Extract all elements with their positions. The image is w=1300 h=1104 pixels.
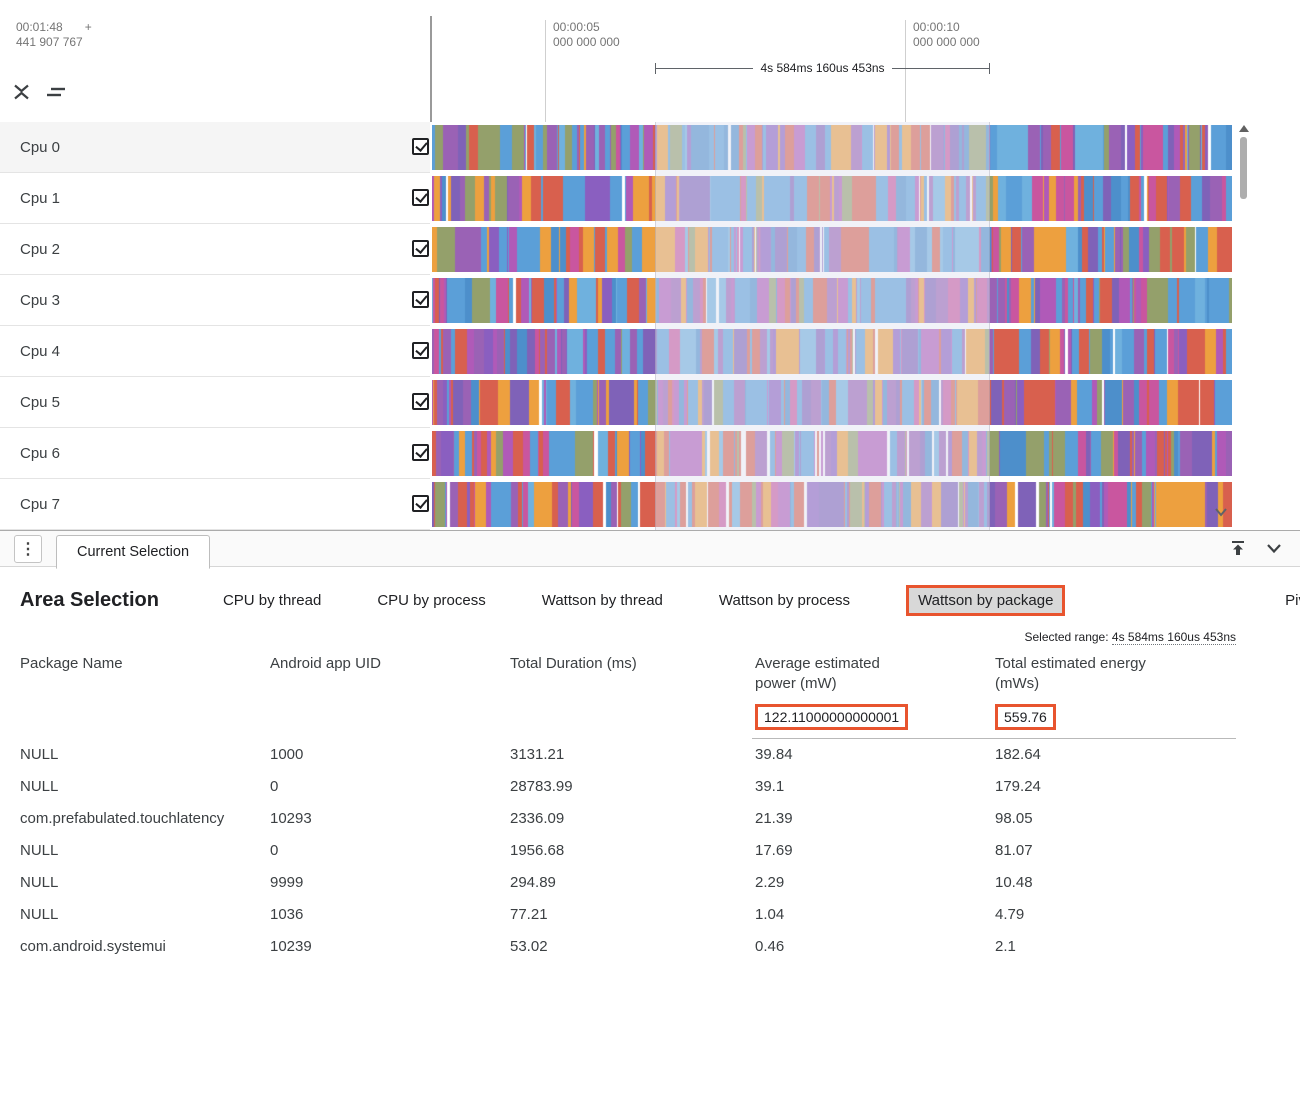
track-label: Cpu 0 [20,138,61,156]
cursor-nanos: 441 907 767 [16,35,83,49]
timeline-tick-line [545,20,546,122]
collapse-panel-icon[interactable] [1264,538,1284,563]
area-selection-tabbar: Area Selection CPU by thread CPU by proc… [20,585,1300,616]
col-header-total-estimated-energy: Total estimated energy (mWs) [995,655,1146,692]
tab-pivot-table[interactable]: Piv [1285,592,1300,609]
track-label: Cpu 6 [20,444,61,462]
track-label-cell[interactable]: Cpu 5 [0,377,430,428]
table-summary-row: 122.11000000000001 559.76 [20,704,1236,730]
table-row: NULL 1000 3131.21 39.84 182.64 [20,746,1041,763]
track-timeline-canvas[interactable] [432,227,1232,272]
track-timeline-canvas[interactable] [432,176,1232,221]
range-duration-label: 4s 584ms 160us 453ns [760,61,885,75]
track-row-cpu3: Cpu 3 [0,275,1300,326]
range-end-tick [655,62,656,74]
track-row-cpu1: Cpu 1 [0,173,1300,224]
track-timeline-canvas[interactable] [432,482,1232,527]
tab-cpu-by-thread[interactable]: CPU by thread [222,592,322,609]
tab-cpu-by-process[interactable]: CPU by process [377,592,486,609]
table-row: com.prefabulated.touchlatency 10293 2336… [20,810,1033,827]
summary-divider [752,738,1236,739]
track-checkbox[interactable] [412,444,429,461]
col-header-package-name: Package Name [20,655,123,672]
track-checkbox[interactable] [412,291,429,308]
summary-average-power-value: 122.11000000000001 [755,704,909,730]
track-label: Cpu 2 [20,240,61,258]
track-label-cell[interactable]: Cpu 0 [0,122,430,173]
tab-wattson-by-process[interactable]: Wattson by process [718,592,851,609]
track-checkbox[interactable] [412,342,429,359]
table-row: com.android.systemui 10239 53.02 0.46 2.… [20,938,1016,955]
area-selection-panel: Area Selection CPU by thread CPU by proc… [0,567,1300,1104]
col-header-android-app-uid: Android app UID [270,655,381,672]
expand-panel-to-top-icon[interactable] [1228,538,1248,563]
cursor-time: 00:01:48 [16,20,63,34]
track-label: Cpu 7 [20,495,61,513]
track-row-cpu6: Cpu 6 [0,428,1300,479]
tab-wattson-by-package[interactable]: Wattson by package [906,585,1066,616]
track-label: Cpu 5 [20,393,61,411]
track-label: Cpu 4 [20,342,61,360]
track-timeline-canvas[interactable] [432,125,1232,170]
range-line [891,67,989,69]
track-checkbox[interactable] [412,393,429,410]
track-timeline-canvas[interactable] [432,278,1232,323]
panel-title: Area Selection [20,589,159,611]
aggregation-table: Package Name Android app UID Total Durat… [20,650,1236,963]
tab-wattson-by-thread[interactable]: Wattson by thread [541,592,663,609]
track-row-cpu0: Cpu 0 [0,122,1300,173]
summary-total-energy-value: 559.76 [995,704,1056,730]
track-label-cell[interactable]: Cpu 4 [0,326,430,377]
track-label-cell[interactable]: Cpu 2 [0,224,430,275]
tab-current-selection[interactable]: Current Selection [56,535,211,569]
track-checkbox[interactable] [412,189,429,206]
track-label: Cpu 1 [20,189,61,207]
table-row: NULL 9999 294.89 2.29 10.48 [20,874,1033,891]
cursor-plus: + [84,20,92,34]
timeline-tick-line [905,20,906,122]
track-label-cell[interactable]: Cpu 3 [0,275,430,326]
panel-menu-button[interactable]: ⋮ [14,535,42,563]
track-label-cell[interactable]: Cpu 7 [0,479,430,530]
timeline-boundary-line [430,16,432,122]
track-checkbox[interactable] [412,138,429,155]
selected-range-value[interactable]: 4s 584ms 160us 453ns [1111,630,1236,645]
more-vert-icon: ⋮ [20,541,36,558]
details-panel-header: ⋮ Current Selection [0,530,1300,569]
timeline-tick-label: 00:00:10 000 000 000 [913,20,980,49]
selected-range-text: Selected range: 4s 584ms 160us 453ns [1024,630,1236,645]
scrollbar-up-arrow-icon[interactable] [1239,125,1249,132]
vertical-scrollbar[interactable] [1238,122,1250,530]
table-row: NULL 0 1956.68 17.69 81.07 [20,842,1033,859]
track-label: Cpu 3 [20,291,61,309]
scroll-down-icon[interactable] [1214,504,1228,522]
timeline-tick-label: 00:00:05 000 000 000 [553,20,620,49]
track-checkbox[interactable] [412,240,429,257]
table-header-row: Package Name Android app UID Total Durat… [20,650,1236,694]
track-label-cell[interactable]: Cpu 1 [0,173,430,224]
filter-tracks-icon[interactable] [46,85,65,99]
range-end-tick [989,62,990,74]
track-row-cpu4: Cpu 4 [0,326,1300,377]
track-row-cpu7: Cpu 7 [0,479,1300,530]
table-row: NULL 0 28783.99 39.1 179.24 [20,778,1041,795]
track-row-cpu2: Cpu 2 [0,224,1300,275]
track-timeline-canvas[interactable] [432,380,1232,425]
timeline-ruler[interactable]: 00:01:48 + 441 907 767 00:00:05 000 000 0… [0,0,1300,122]
track-timeline-canvas[interactable] [432,431,1232,476]
selection-range-marker: 4s 584ms 160us 453ns [655,60,990,76]
range-line [656,67,754,69]
timeline-cursor-label: 00:01:48 + 441 907 767 [16,20,92,50]
track-label-cell[interactable]: Cpu 6 [0,428,430,479]
track-timeline-canvas[interactable] [432,329,1232,374]
col-header-average-estimated-power: Average estimated power (mW) [755,655,880,692]
col-header-total-duration: Total Duration (ms) [510,655,637,672]
scrollbar-thumb[interactable] [1240,137,1247,199]
collapse-tracks-icon[interactable] [13,84,30,100]
track-checkbox[interactable] [412,495,429,512]
tracks-panel: Cpu 0 Cpu 1 Cpu 2 Cpu 3 Cpu 4 [0,122,1300,530]
track-row-cpu5: Cpu 5 [0,377,1300,428]
table-row: NULL 1036 77.21 1.04 4.79 [20,906,1025,923]
